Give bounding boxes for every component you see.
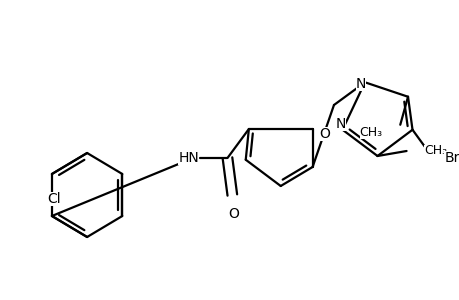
Text: Br: Br xyxy=(443,151,459,165)
Text: Cl: Cl xyxy=(47,192,61,206)
Text: N: N xyxy=(335,117,345,131)
Text: N: N xyxy=(355,77,365,91)
Text: HN: HN xyxy=(178,151,199,165)
Text: CH₃: CH₃ xyxy=(359,126,382,139)
Text: O: O xyxy=(318,127,329,141)
Text: CH₃: CH₃ xyxy=(423,145,446,158)
Text: O: O xyxy=(227,207,238,221)
